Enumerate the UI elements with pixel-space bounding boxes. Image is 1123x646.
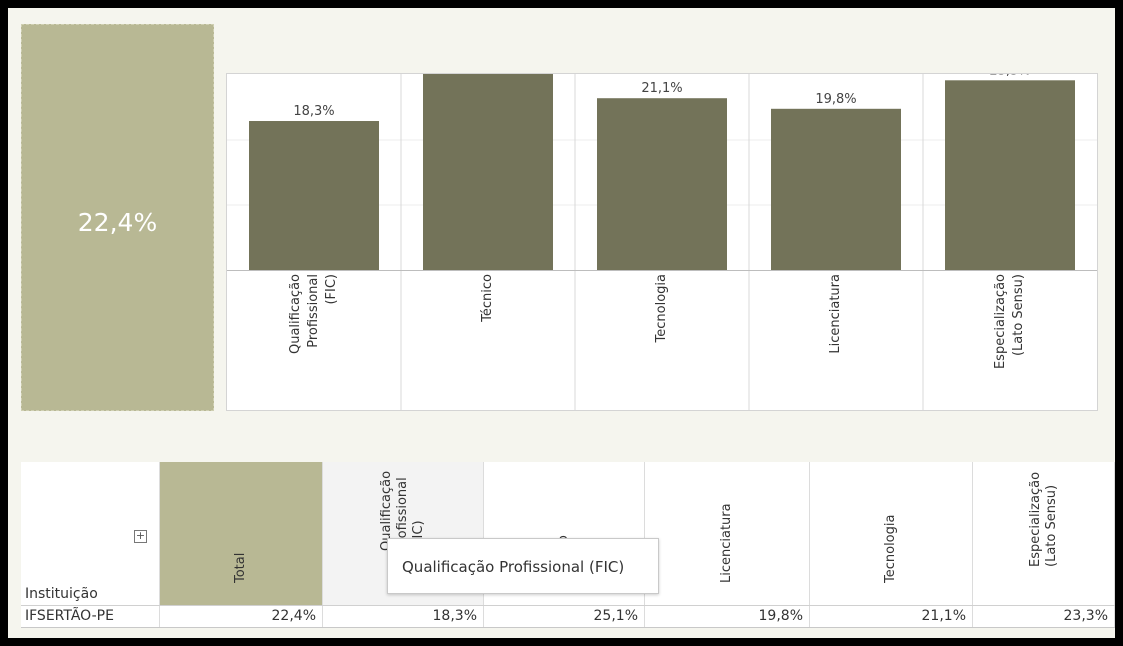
bar[interactable] bbox=[945, 80, 1075, 270]
bar[interactable] bbox=[423, 74, 553, 270]
bar[interactable] bbox=[771, 108, 901, 270]
x-tick-cell: Qualificação Profissional (FIC) bbox=[227, 270, 401, 410]
x-tick-cell: Tecnologia bbox=[575, 270, 749, 410]
column-header-label: Especialização (Lato Sensu) bbox=[1027, 471, 1059, 567]
tooltip: Qualificação Profissional (FIC) bbox=[387, 538, 659, 594]
x-tick-cell: Licenciatura bbox=[749, 270, 923, 410]
column-header-label: Licenciatura bbox=[719, 503, 734, 583]
bar[interactable] bbox=[597, 98, 727, 270]
bar-data-label: 18,3% bbox=[293, 104, 334, 119]
table-cell: 25,1% bbox=[484, 606, 645, 627]
column-header[interactable]: Total bbox=[160, 462, 323, 605]
column-header-label: Total bbox=[233, 552, 248, 583]
column-header[interactable]: Tecnologia bbox=[810, 462, 973, 605]
column-header[interactable]: Especialização (Lato Sensu) bbox=[973, 462, 1115, 605]
x-tick-cell: Especialização (Lato Sensu) bbox=[923, 270, 1097, 410]
column-header-label: Tecnologia bbox=[883, 514, 898, 583]
table-cell: 19,8% bbox=[645, 606, 810, 627]
dashboard-frame: 22,4% 18,3%25,1%21,1%19,8%23,3% Qualific… bbox=[8, 8, 1115, 638]
table-cell: 23,3% bbox=[973, 606, 1115, 627]
table-cell: 18,3% bbox=[323, 606, 484, 627]
table-cell: 21,1% bbox=[810, 606, 973, 627]
bar[interactable] bbox=[249, 121, 379, 270]
bar-data-label: 21,1% bbox=[641, 81, 682, 96]
row-header-cell: + Instituição bbox=[21, 462, 160, 605]
x-tick-label: Técnico bbox=[480, 274, 495, 322]
total-kpi-value: 22,4% bbox=[77, 208, 158, 237]
crosstab-table: + Instituição Total Qualificação Profissi… bbox=[21, 462, 1115, 632]
bar-chart-svg: 18,3%25,1%21,1%19,8%23,3% bbox=[227, 74, 1097, 410]
x-tick-cell: Técnico bbox=[401, 270, 575, 410]
institution-cell: IFSERTÃO-PE bbox=[21, 606, 160, 627]
bar-data-label: 23,3% bbox=[989, 74, 1030, 78]
table-cell: 22,4% bbox=[160, 606, 323, 627]
total-kpi-tile[interactable]: 22,4% bbox=[21, 24, 214, 411]
column-header[interactable]: Licenciatura bbox=[645, 462, 810, 605]
bar-chart: 18,3%25,1%21,1%19,8%23,3% Qualificação P… bbox=[226, 73, 1098, 411]
table-row: IFSERTÃO-PE 22,4% 18,3% 25,1% 19,8% 21,1% 23,… bbox=[21, 605, 1115, 628]
x-tick-label: Especialização (Lato Sensu) bbox=[993, 274, 1026, 370]
x-tick-label: Tecnologia bbox=[654, 274, 669, 343]
x-tick-label: Qualificação Profissional (FIC) bbox=[288, 274, 339, 355]
row-header-label: Instituição bbox=[25, 586, 98, 602]
x-tick-label: Licenciatura bbox=[828, 274, 843, 354]
expand-plus-icon[interactable]: + bbox=[134, 529, 147, 543]
bar-data-label: 19,8% bbox=[815, 92, 856, 107]
